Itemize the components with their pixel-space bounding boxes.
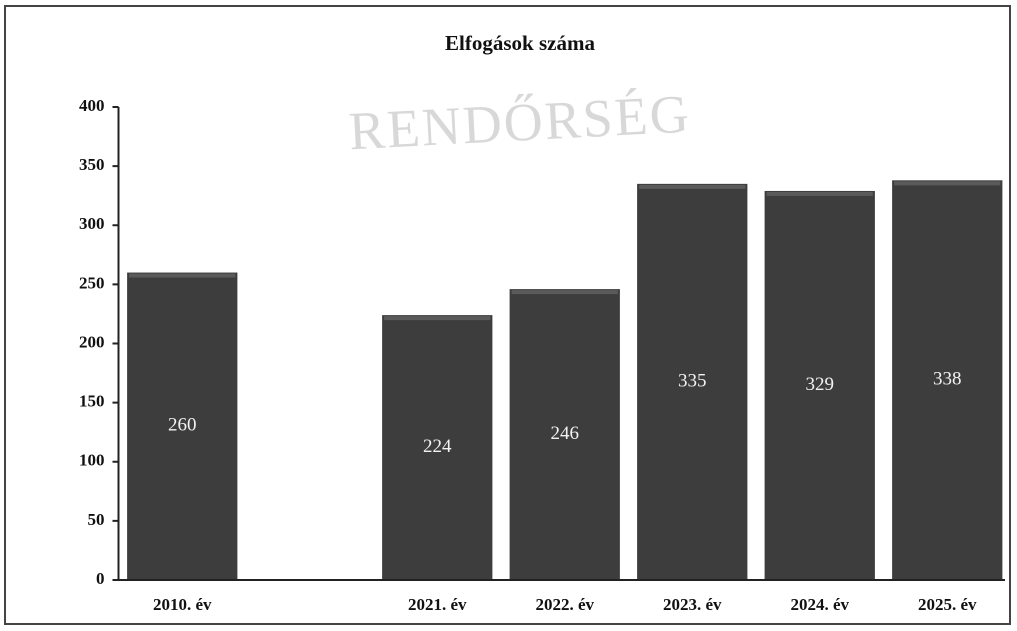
x-tick-label: 2022. év (535, 595, 594, 614)
chart-title: Elfogások száma (445, 31, 595, 55)
x-tick-label: 2024. év (790, 595, 849, 614)
y-tick-label: 250 (79, 273, 105, 292)
y-tick-label: 150 (79, 392, 105, 411)
bar-highlight (894, 181, 1001, 186)
bar (637, 183, 748, 581)
bar-highlight (129, 273, 236, 278)
y-tick-label: 0 (96, 569, 105, 588)
bar (382, 315, 493, 580)
bar-highlight (384, 316, 491, 321)
x-tick-label: 2010. év (153, 595, 212, 614)
bar-highlight (639, 184, 746, 189)
y-tick-label: 200 (79, 332, 105, 351)
y-tick-label: 100 (79, 451, 105, 470)
bar-highlight (766, 191, 873, 196)
value-label: 335 (678, 370, 707, 391)
value-label: 246 (551, 423, 580, 444)
value-label: 260 (168, 415, 197, 436)
value-label: 338 (933, 369, 962, 390)
value-label: 224 (423, 436, 452, 457)
x-tick-label: 2023. év (663, 595, 722, 614)
x-tick-label: 2025. év (918, 595, 977, 614)
y-tick-label: 50 (88, 510, 105, 529)
bar (764, 190, 875, 580)
bar (892, 180, 1003, 580)
y-tick-label: 350 (79, 155, 105, 174)
bar (127, 272, 238, 580)
y-tick-label: 300 (79, 214, 105, 233)
bar (509, 289, 620, 580)
x-tick-label: 2021. év (408, 595, 467, 614)
bar-highlight (511, 290, 618, 295)
value-label: 329 (806, 374, 835, 395)
y-tick-label: 400 (79, 96, 105, 115)
